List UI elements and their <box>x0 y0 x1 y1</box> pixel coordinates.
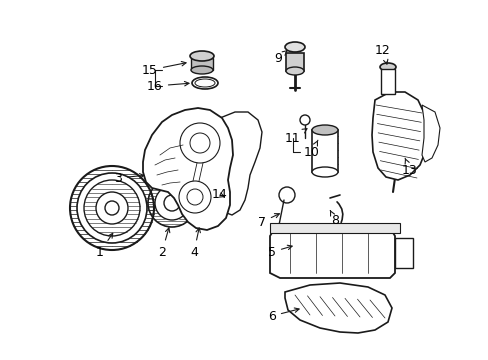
Ellipse shape <box>311 125 337 135</box>
Ellipse shape <box>285 67 304 75</box>
Text: 9: 9 <box>273 51 286 64</box>
Circle shape <box>96 192 128 224</box>
Bar <box>394 238 412 268</box>
Circle shape <box>299 115 309 125</box>
Ellipse shape <box>311 167 337 177</box>
Circle shape <box>155 186 189 220</box>
Text: 5: 5 <box>267 245 291 258</box>
Text: 3: 3 <box>114 171 143 184</box>
Text: 13: 13 <box>401 158 417 176</box>
Bar <box>380 69 394 94</box>
Polygon shape <box>220 112 262 215</box>
Circle shape <box>163 195 180 211</box>
Text: 10: 10 <box>304 140 319 158</box>
Polygon shape <box>371 92 427 180</box>
Ellipse shape <box>191 66 213 74</box>
Bar <box>191 58 213 70</box>
Circle shape <box>77 173 147 243</box>
Text: 12: 12 <box>374 44 390 64</box>
Text: 2: 2 <box>158 228 169 258</box>
Text: 1: 1 <box>96 233 113 258</box>
Polygon shape <box>142 108 232 230</box>
Text: 11: 11 <box>285 129 306 144</box>
Ellipse shape <box>190 51 214 61</box>
Polygon shape <box>269 228 394 278</box>
Text: 16: 16 <box>147 80 188 93</box>
Ellipse shape <box>379 63 395 71</box>
Text: 8: 8 <box>329 211 338 226</box>
Ellipse shape <box>285 42 305 52</box>
Bar <box>269 223 399 233</box>
Bar <box>285 53 304 71</box>
Polygon shape <box>285 283 391 333</box>
Text: 7: 7 <box>258 213 279 229</box>
Text: 6: 6 <box>267 308 299 323</box>
Bar <box>311 130 337 172</box>
Text: 15: 15 <box>142 62 185 77</box>
Polygon shape <box>421 105 439 162</box>
Text: 14: 14 <box>212 189 227 202</box>
Circle shape <box>105 201 119 215</box>
Text: 4: 4 <box>190 228 200 258</box>
